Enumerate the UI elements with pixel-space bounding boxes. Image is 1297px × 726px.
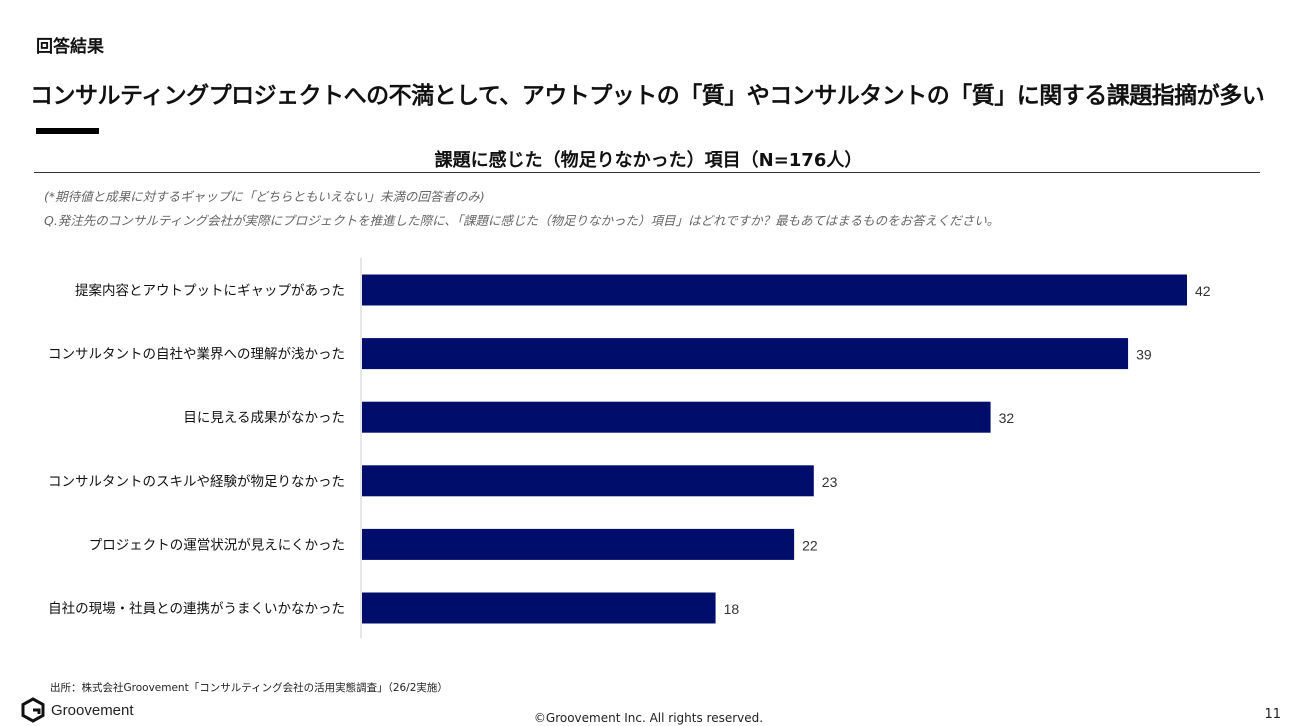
category-label: プロジェクトの運営状況が見えにくかった [89, 537, 345, 553]
page-number: 11 [1264, 707, 1281, 722]
survey-note-condition: (*期待値と成果に対するギャップに「どちらともいえない」未満の回答者のみ) [44, 189, 485, 204]
logo-text: Groovement [51, 701, 134, 719]
title-divider [34, 172, 1260, 173]
bar [362, 401, 991, 433]
bar [362, 338, 1129, 370]
data-label: 18 [724, 601, 740, 617]
page-headline: コンサルティングプロジェクトへの不満として、アウトプットの「質」やコンサルタント… [30, 83, 1265, 109]
bar [362, 528, 795, 560]
data-label: 22 [802, 537, 818, 553]
category-label: 目に見える成果がなかった [183, 410, 345, 426]
copyright: ©Groovement Inc. All rights reserved. [533, 711, 764, 725]
data-label: 32 [999, 410, 1015, 426]
source-note: 出所：株式会社Groovement「コンサルティング会社の活用実態調査」（26/… [50, 682, 448, 694]
category-label: コンサルタントの自社や業界への理解が浅かった [48, 347, 345, 363]
accent-bar [36, 128, 99, 134]
bar [362, 592, 716, 624]
survey-note-question: Q.発注先のコンサルティング会社が実際にプロジェクトを推進した際に、「課題に感じ… [44, 213, 1000, 228]
groovement-logo: Groovement [20, 697, 134, 723]
chart-title: 課題に感じた（物足りなかった）項目（N=176人） [434, 150, 863, 171]
groovement-logo-icon [21, 697, 45, 723]
bar [362, 274, 1187, 306]
category-label: コンサルタントのスキルや経験が物足りなかった [48, 474, 345, 490]
section-label: 回答結果 [36, 37, 104, 57]
bar [362, 465, 814, 497]
category-label: 提案内容とアウトプットにギャップがあった [75, 282, 345, 299]
data-label: 42 [1195, 283, 1211, 299]
data-label: 39 [1136, 347, 1152, 363]
data-label: 23 [822, 474, 838, 490]
category-label: 自社の現場・社員との連携がうまくいかなかった [48, 601, 345, 617]
